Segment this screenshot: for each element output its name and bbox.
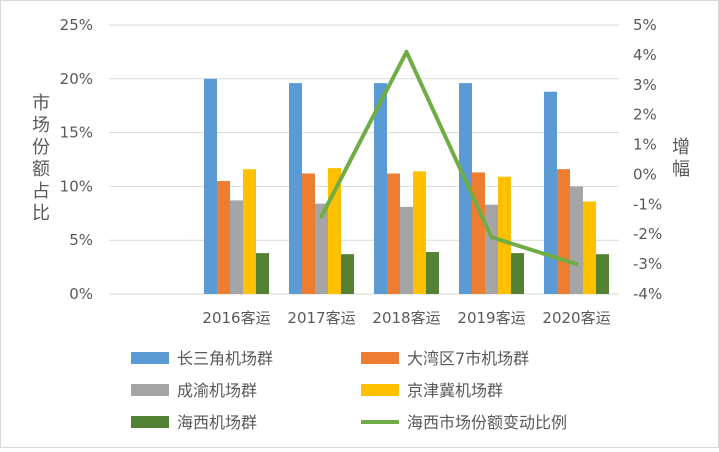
y2-tick-label: -2% [633, 225, 662, 243]
bar [498, 176, 511, 294]
legend-label: 大湾区7市机场群 [407, 349, 529, 368]
bar [341, 254, 354, 294]
gridlines [109, 24, 619, 295]
bar [302, 173, 315, 294]
y2-tick-label: 1% [633, 136, 657, 154]
y2-axis-label-text: 增幅 [672, 137, 690, 180]
y2-tick-label: 3% [633, 76, 657, 94]
legend-label: 海西市场份额变动比例 [407, 413, 567, 432]
bar [544, 91, 557, 294]
bar [217, 181, 230, 294]
x-category-label: 2017客运 [287, 309, 355, 327]
legend-label: 海西机场群 [177, 413, 257, 432]
bar [413, 171, 426, 294]
bar [400, 206, 413, 294]
y2-tick-label: -4% [633, 285, 662, 303]
x-category-label: 2020客运 [542, 309, 610, 327]
line-series [319, 49, 579, 267]
bar [472, 172, 485, 294]
y2-tick-label: 4% [633, 46, 657, 64]
legend-label: 成渝机场群 [177, 381, 257, 400]
y-axis-label-text: 市场份额占比 [32, 93, 50, 224]
bar [387, 173, 400, 294]
legend-label: 京津冀机场群 [407, 381, 503, 400]
bar [374, 83, 387, 294]
y-tick-label: 15% [60, 124, 93, 142]
y2-tick-label: -1% [633, 195, 662, 213]
bar [426, 252, 439, 294]
y2-tick-label: 0% [633, 165, 657, 183]
bar [596, 254, 609, 294]
legend-label: 长三角机场群 [177, 349, 273, 368]
y2-tick-label: 5% [633, 16, 657, 34]
y-axis-label: 市场份额占比 [32, 93, 50, 224]
line-point [574, 262, 579, 267]
x-category-label: 2016客运 [202, 309, 270, 327]
y2-axis-ticks: -4% -3% -2% -1% 0% 1% 2% 3% 4% 5% [633, 16, 662, 303]
bar [243, 169, 256, 294]
bar [459, 83, 472, 294]
bar [485, 204, 498, 294]
bar [583, 201, 596, 294]
bars [204, 78, 609, 294]
y-tick-label: 25% [60, 16, 93, 34]
y2-tick-label: -3% [633, 255, 662, 273]
bar [289, 83, 302, 294]
bar [256, 253, 269, 294]
x-category-label: 2018客运 [372, 309, 440, 327]
bar [511, 253, 524, 294]
bar [570, 186, 583, 294]
y-tick-label: 20% [60, 70, 93, 88]
legend-swatch [361, 384, 399, 396]
y2-tick-label: 2% [633, 106, 657, 124]
bar [204, 78, 217, 294]
bar [557, 169, 570, 294]
y-tick-label: 10% [60, 177, 93, 195]
legend-swatch [131, 384, 169, 396]
legend-swatch [131, 352, 169, 364]
y2-axis-label: 增幅 [672, 137, 690, 180]
y-axis-ticks: 0% 5% 10% 15% 20% 25% [60, 16, 93, 303]
x-category-label: 2019客运 [457, 309, 525, 327]
y-tick-label: 5% [69, 231, 93, 249]
line-point [489, 235, 494, 240]
bar [315, 203, 328, 294]
line-point [319, 214, 324, 219]
legend-swatch [131, 416, 169, 428]
line-path [319, 49, 579, 267]
y-tick-label: 0% [69, 285, 93, 303]
line-point [404, 49, 409, 54]
bar [230, 200, 243, 294]
legend-swatch [361, 352, 399, 364]
x-axis-categories: 2016客运 2017客运 2018客运 2019客运 2020客运 [202, 309, 610, 327]
